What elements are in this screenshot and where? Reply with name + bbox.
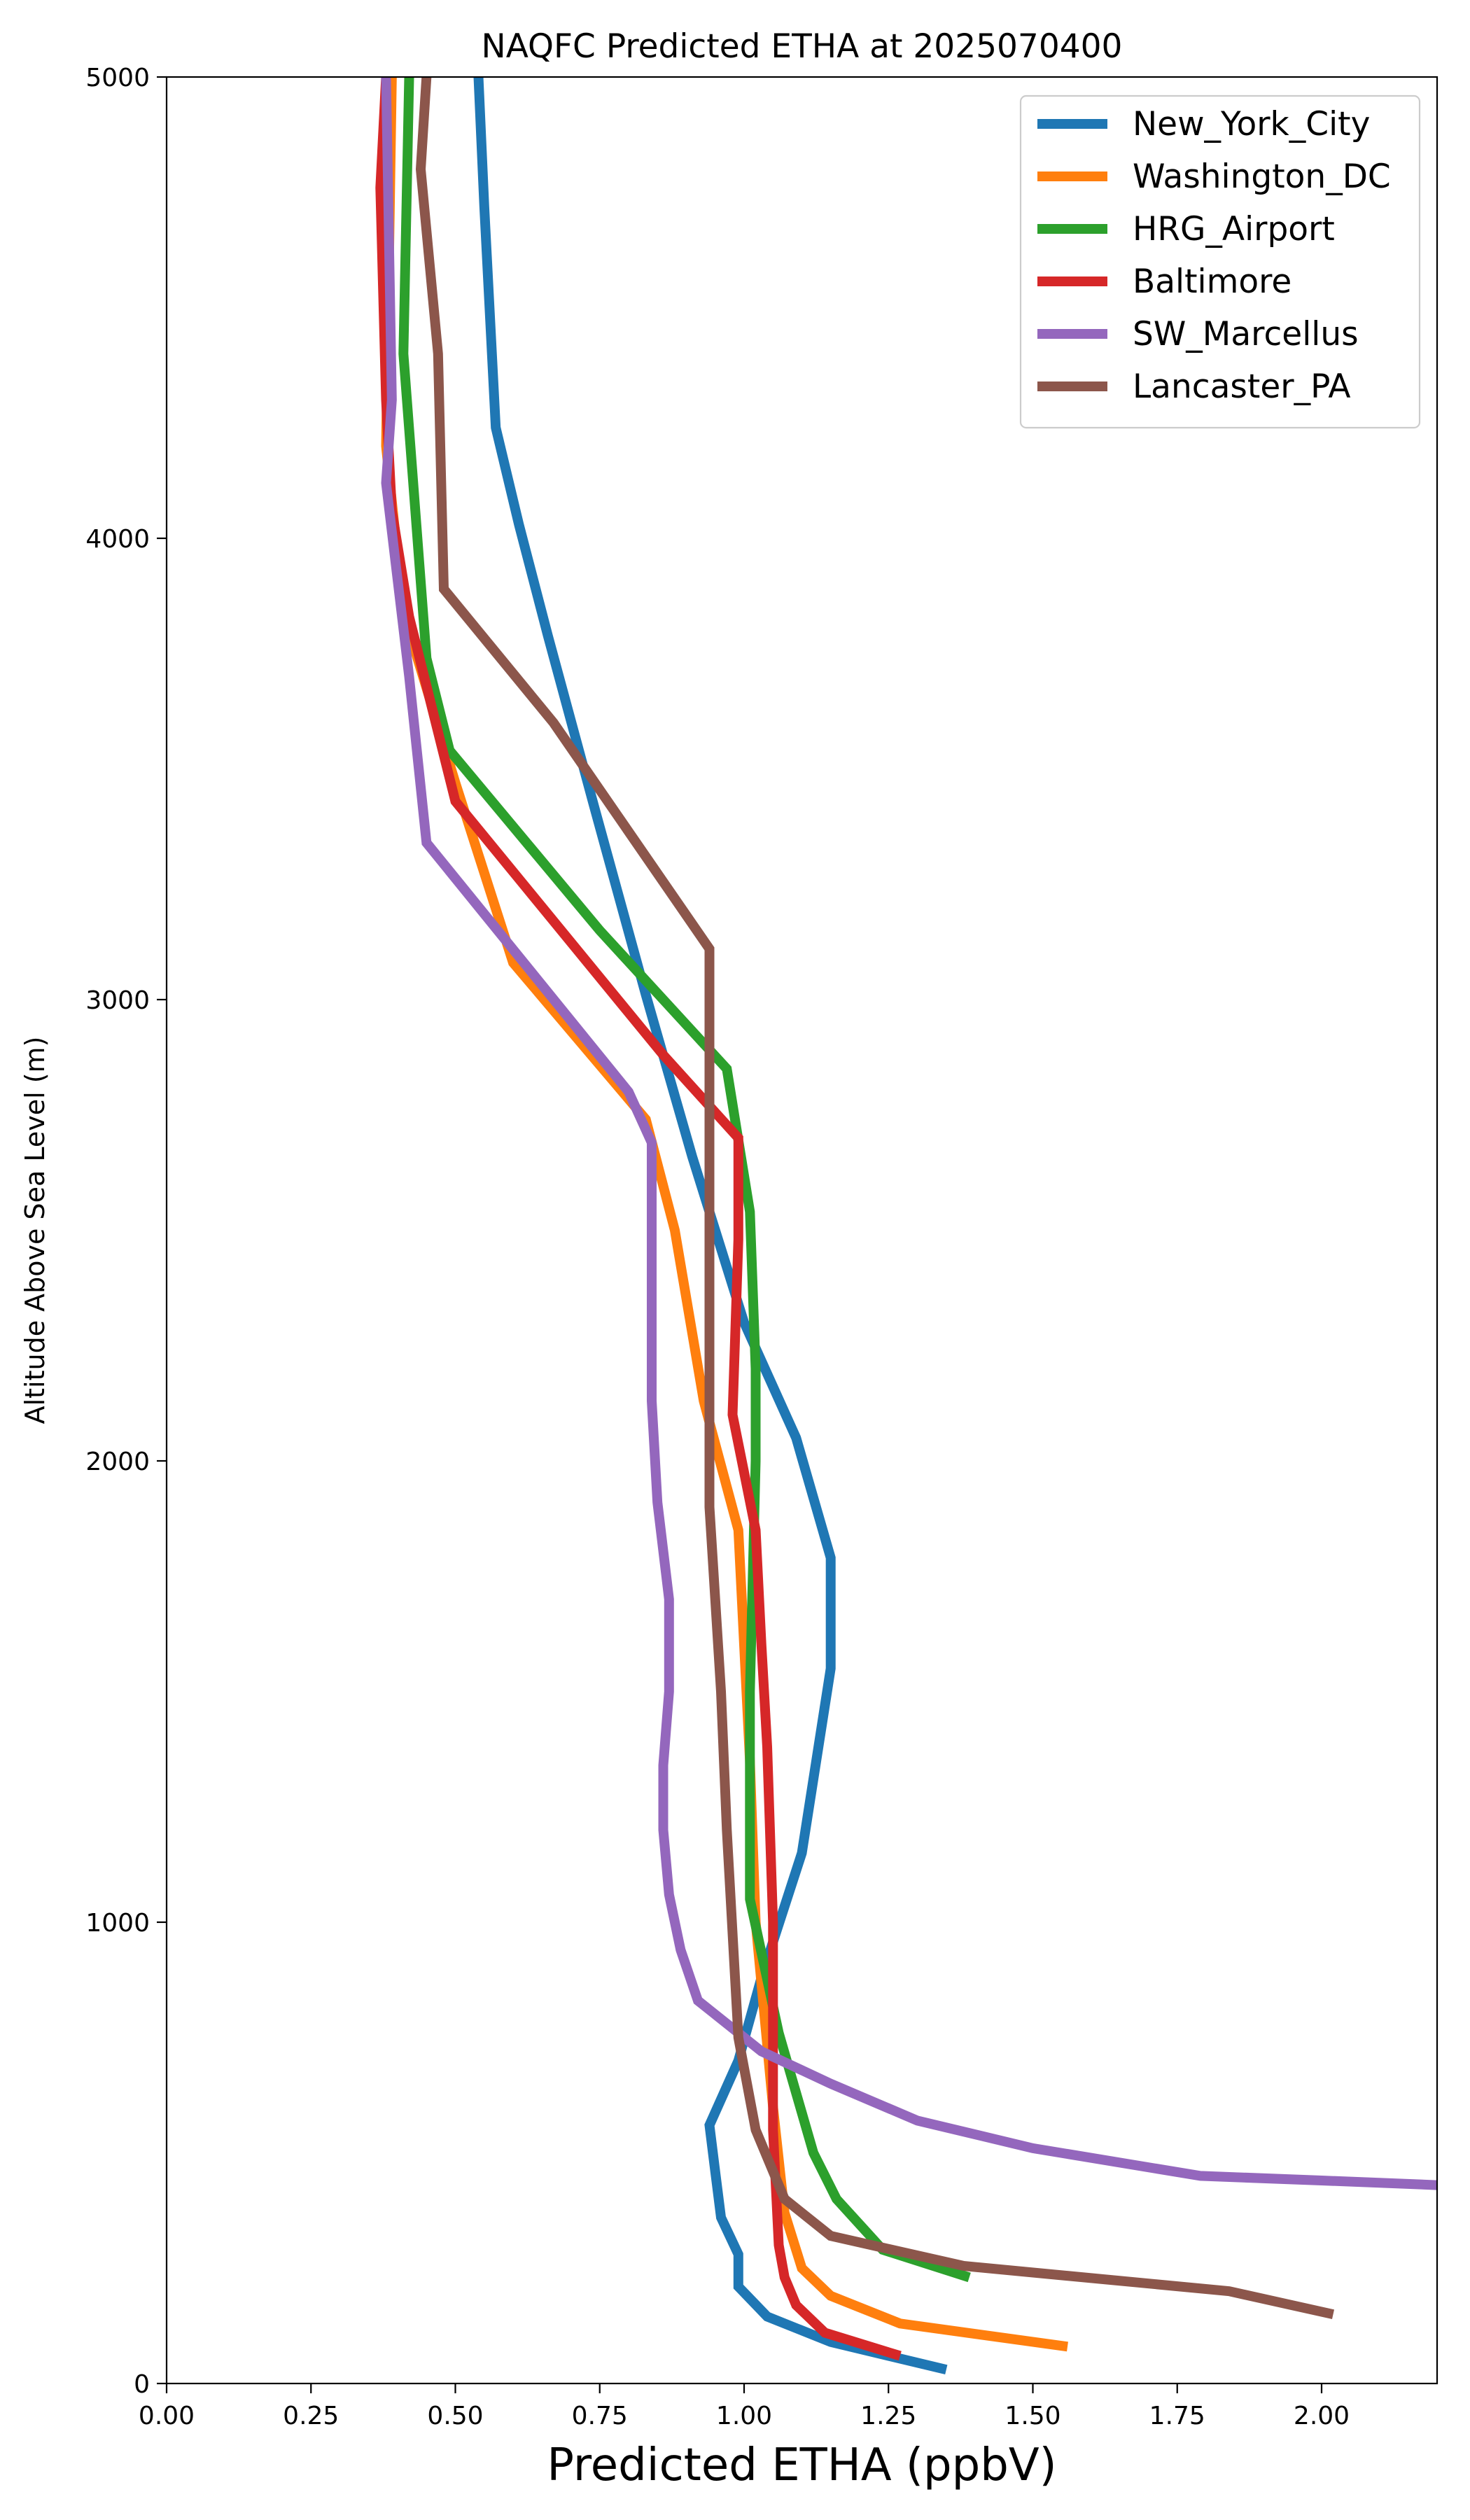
x-tick-label: 0.25 xyxy=(283,2402,339,2430)
x-tick-label: 1.50 xyxy=(1004,2402,1060,2430)
y-axis-label: Altitude Above Sea Level (m) xyxy=(20,1037,50,1424)
x-tick-label: 0.00 xyxy=(139,2402,195,2430)
series-layer xyxy=(375,77,1437,2375)
legend-box xyxy=(1019,94,1421,429)
x-tick-label: 1.75 xyxy=(1149,2402,1205,2430)
y-tick-label: 3000 xyxy=(85,986,150,1015)
legend-label: HRG_Airport xyxy=(1133,210,1335,248)
x-axis-label: Predicted ETHA (ppbV) xyxy=(547,2440,1056,2491)
x-tick-label: 2.00 xyxy=(1294,2402,1350,2430)
x-tick-label: 0.50 xyxy=(427,2402,483,2430)
x-tick-label: 1.00 xyxy=(716,2402,772,2430)
legend-label: New_York_City xyxy=(1133,105,1370,144)
legend-label: Lancaster_PA xyxy=(1133,368,1351,406)
y-tick-label: 4000 xyxy=(85,525,150,554)
axes-layer: 0.00 0.25 0.50 0.75 1.00 1.25 1.50 1.75 2.00 0 100… xyxy=(85,64,1350,2430)
y-tick-label: 5000 xyxy=(85,64,150,92)
x-tick-label: 1.25 xyxy=(860,2402,916,2430)
legend-label: Baltimore xyxy=(1133,262,1292,301)
legend-label: Washington_DC xyxy=(1133,158,1391,196)
series-line-hrg-airport xyxy=(398,77,971,2283)
y-tick-label: 1000 xyxy=(85,1909,150,1938)
series-line-sw-marcellus xyxy=(381,77,1437,2190)
chart-title: NAQFC Predicted ETHA at 2025070400 xyxy=(482,27,1123,66)
plot-frame xyxy=(165,76,1438,2385)
series-line-lancaster-pa xyxy=(415,77,1335,2320)
series-line-new-york-city xyxy=(473,77,948,2375)
x-tick-label: 0.75 xyxy=(572,2402,628,2430)
y-tick-label: 2000 xyxy=(85,1448,150,1476)
y-tick-label: 0 xyxy=(134,2370,150,2399)
legend-label: SW_Marcellus xyxy=(1133,315,1359,354)
legend: New_York_City Washington_DC HRG_Airport Bal… xyxy=(1019,94,1421,429)
